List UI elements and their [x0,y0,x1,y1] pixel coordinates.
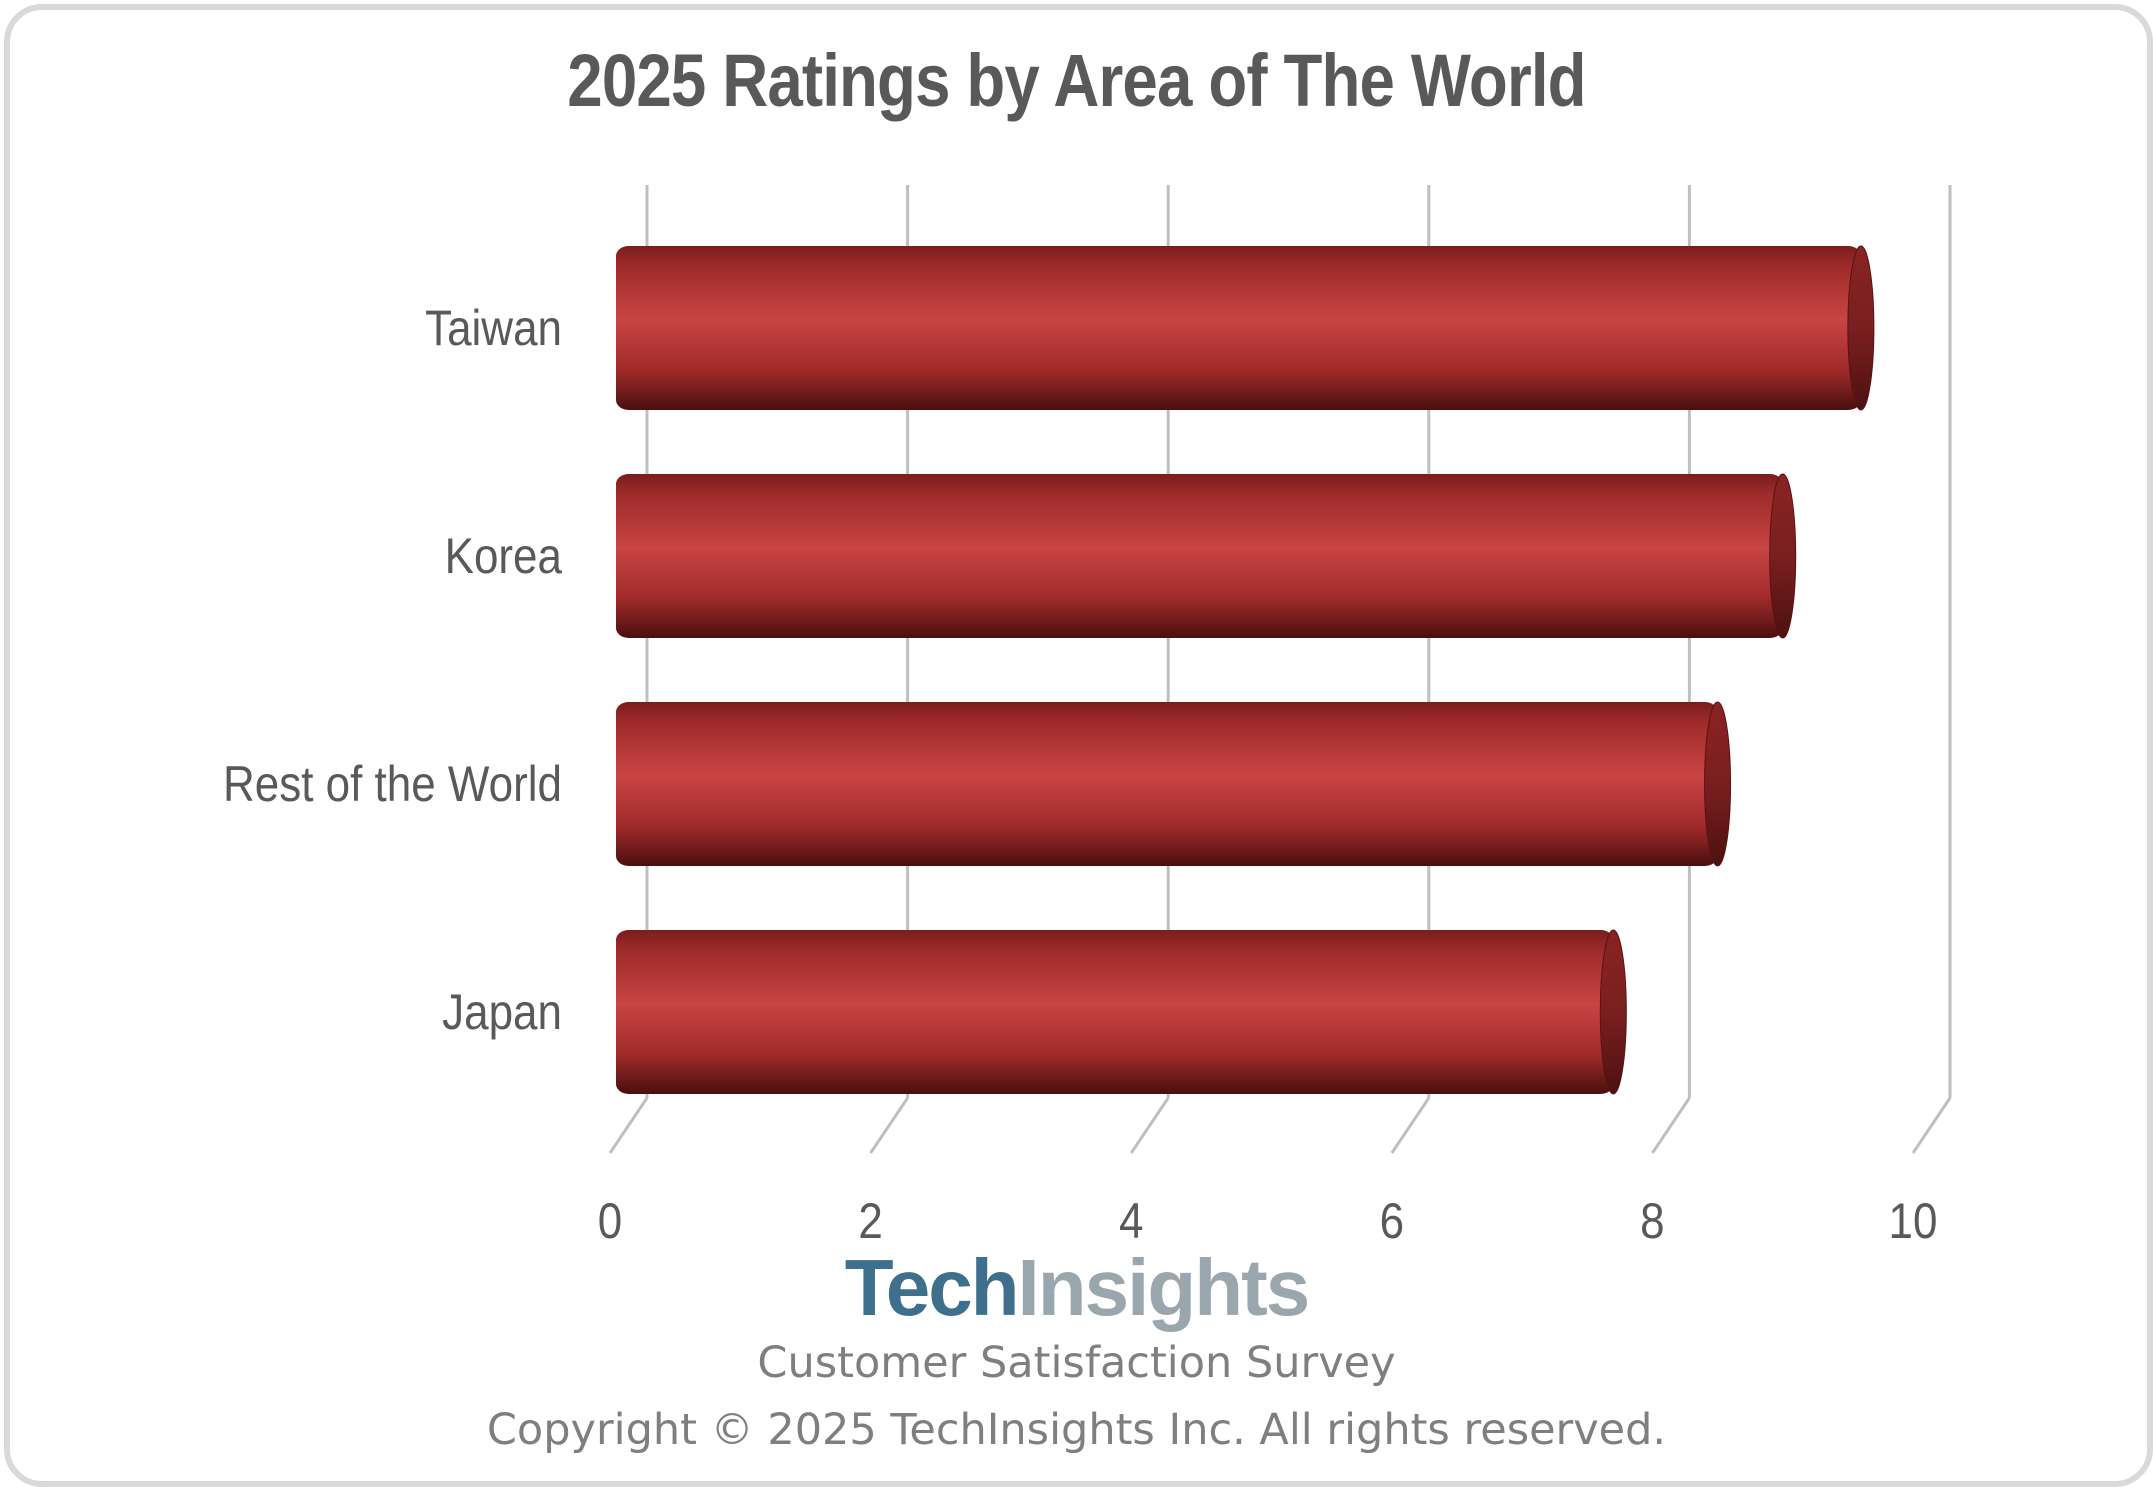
x-tick-label: 4 [1119,1192,1143,1248]
bar-left-end [616,246,642,410]
bar-left-end [616,702,642,866]
category-label: Japan [442,983,562,1039]
category-label: Rest of the World [223,755,562,811]
copyright-notice: Copyright © 2025 TechInsights Inc. All r… [486,1405,1667,1455]
x-tick-label: 0 [598,1192,622,1248]
floor-gridline [1651,1097,1691,1154]
x-tick-label: 6 [1380,1192,1404,1248]
bar-left-end [616,930,642,1094]
floor-gridline [608,1097,649,1154]
bar-end-cap [1769,473,1797,639]
survey-caption: Customer Satisfaction Survey [757,1338,1396,1388]
floor-gridline [1390,1097,1431,1154]
x-tick-label: 10 [1889,1192,1938,1248]
bar-left-end [616,474,642,638]
x-tick-label: 2 [858,1192,882,1248]
bar [616,930,1614,1094]
bar-end-cap [1704,701,1732,867]
bar [616,474,1783,638]
category-label: Taiwan [425,299,562,355]
chart-title: 2025 Ratings by Area of The World [567,39,1586,122]
bar-end-cap [1599,929,1627,1095]
bar [616,702,1718,866]
bar-end-cap [1847,245,1875,411]
logo-tech-text: Tech [844,1243,1020,1332]
floor-gridline [1129,1097,1170,1154]
floor-gridline [869,1097,909,1154]
x-tick-label: 8 [1640,1192,1664,1248]
category-label: Korea [445,527,563,583]
logo-insights-text: Insights [1017,1243,1311,1332]
bar [616,246,1861,410]
techinsights-logo: TechInsights [0,1248,2153,1328]
floor-gridline [1911,1097,1952,1154]
